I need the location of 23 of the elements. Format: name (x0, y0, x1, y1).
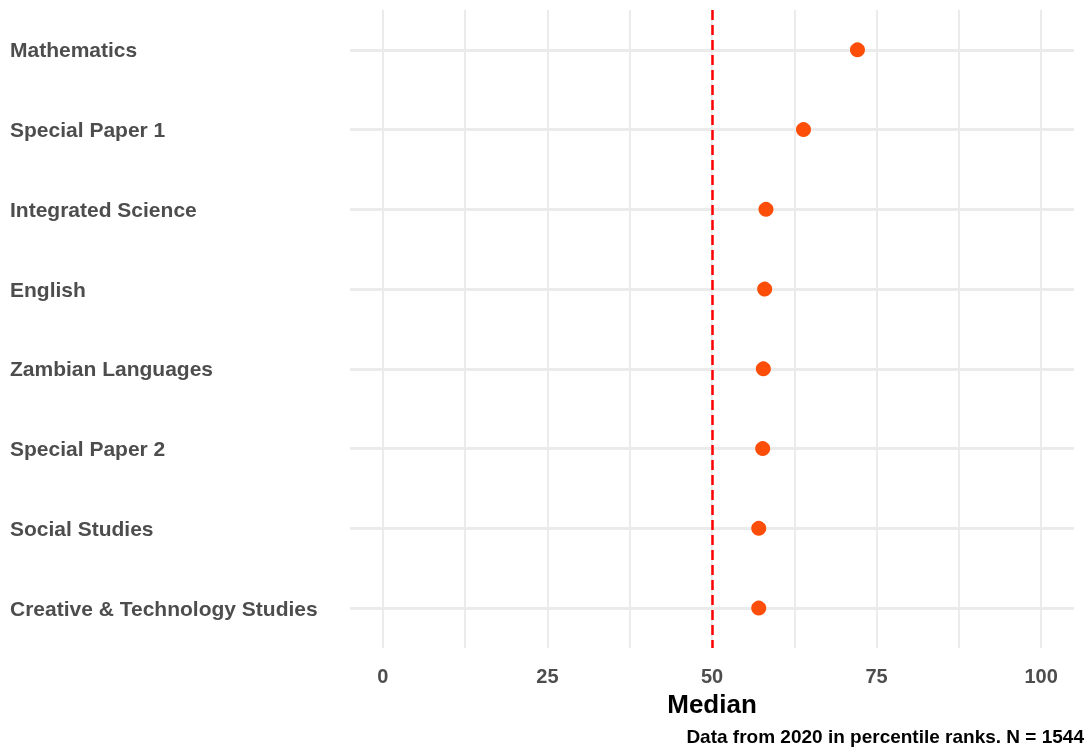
x-tick-label: 75 (865, 665, 888, 687)
x-tick-label: 50 (700, 665, 724, 687)
y-tick-label: Social Studies (10, 516, 154, 540)
point (757, 281, 773, 297)
x-tick-label: 0 (377, 665, 389, 687)
point (751, 600, 767, 616)
point (755, 361, 771, 377)
y-tick-label: Zambian Languages (10, 357, 214, 381)
point (755, 441, 771, 457)
point (849, 42, 865, 58)
point (758, 201, 774, 217)
text: Data from 2020 in percentile ranks. N = 1544 (686, 726, 1085, 747)
y-tick-label: Special Paper 1 (10, 118, 166, 142)
y-tick-label: Mathematics (10, 38, 138, 62)
y-tick-label: Creative & Technology Studies (10, 596, 318, 620)
y-tick-label: Special Paper 2 (10, 437, 166, 461)
point (751, 520, 767, 536)
x-axis-title: Median (667, 688, 757, 719)
y-tick-label: Integrated Science (10, 197, 197, 221)
point (796, 122, 811, 138)
y-tick-label: English (10, 277, 86, 301)
x-tick-label: 25 (536, 665, 559, 687)
x-tick-label: 100 (1024, 665, 1058, 687)
